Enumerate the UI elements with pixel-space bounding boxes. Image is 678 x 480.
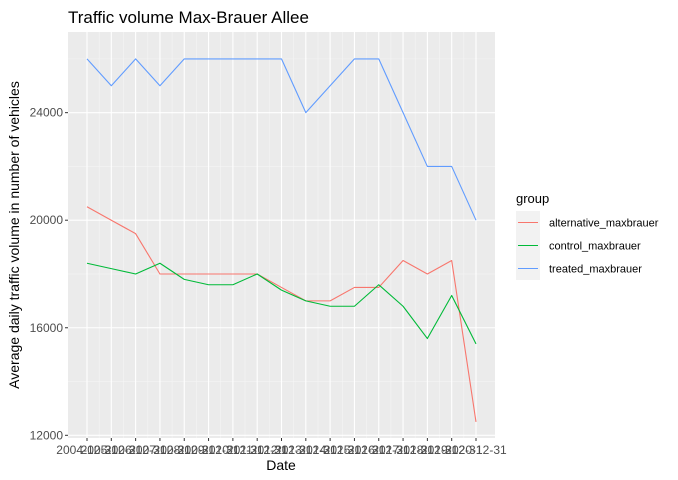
x-tick-label: 2016-12-31	[348, 443, 410, 457]
x-tick-label: 2009-12-31	[178, 443, 240, 457]
x-tick-label: 2004-12-31	[56, 443, 118, 457]
chart-title: Traffic volume Max-Brauer Allee	[68, 8, 309, 27]
major-grid	[68, 32, 495, 438]
x-tick-label: 2007-12-31	[129, 443, 191, 457]
x-tick-label: 2010-12-31	[202, 443, 264, 457]
legend: group alternative_maxbrauer control_maxbr…	[516, 191, 659, 280]
y-tick-label: 12000	[30, 428, 64, 442]
legend-label: treated_maxbrauer	[549, 264, 642, 276]
x-tick-label: 2011-12-31	[227, 443, 288, 457]
y-axis: 12000 16000 20000 24000	[30, 106, 68, 442]
x-axis: 2004-12-312005-12-312006-12-312007-12-31…	[56, 438, 507, 457]
x-tick-label: 2017-12-31	[372, 443, 434, 457]
x-tick-label: 2005-12-31	[81, 443, 143, 457]
x-tick-label: 2019-12-31	[421, 443, 483, 457]
legend-label: control_maxbrauer	[549, 241, 641, 253]
y-tick-label: 20000	[30, 213, 64, 227]
x-tick-label: 2018-12-31	[397, 443, 459, 457]
x-tick-label: 2015-12-31	[324, 443, 386, 457]
y-tick-label: 16000	[30, 321, 64, 335]
series-line-alternative_maxbrauer	[86, 206, 477, 422]
series-line-control_maxbrauer	[86, 262, 477, 345]
x-tick-label: 2020-12-31	[445, 443, 507, 457]
x-tick-label: 2012-12-31	[251, 443, 313, 457]
legend-title: group	[516, 191, 549, 206]
minor-grid	[68, 32, 495, 438]
x-tick-label: 2008-12-31	[154, 443, 216, 457]
series-lines	[86, 58, 477, 422]
x-tick-label: 2014-12-31	[299, 443, 361, 457]
series-line-treated_maxbrauer	[86, 58, 477, 221]
legend-label: alternative_maxbrauer	[549, 218, 659, 230]
x-axis-title: Date	[266, 457, 296, 473]
y-axis-title: Average daily traffic volume in number o…	[6, 81, 22, 389]
x-tick-label: 2013-12-31	[275, 443, 337, 457]
y-tick-label: 24000	[30, 106, 64, 120]
x-tick-label: 2006-12-31	[105, 443, 167, 457]
